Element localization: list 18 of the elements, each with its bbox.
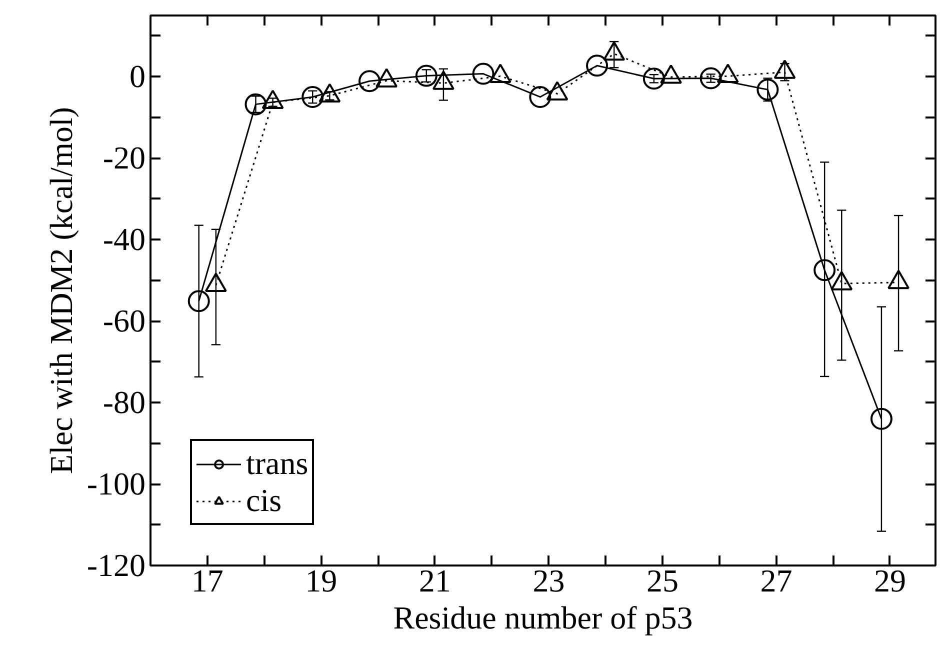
y-axis-title: Elec with MDM2 (kcal/mol) bbox=[42, 106, 79, 474]
y-tick-label: -40 bbox=[102, 221, 146, 258]
x-tick-label: 19 bbox=[305, 562, 338, 598]
y-tick-label: -20 bbox=[102, 140, 146, 176]
y-tick-label: -80 bbox=[102, 384, 146, 420]
y-tick-label: -120 bbox=[86, 547, 146, 583]
x-tick-label: 25 bbox=[646, 562, 678, 598]
y-tick-label: 0 bbox=[130, 58, 146, 94]
x-tick-label: 27 bbox=[760, 562, 792, 598]
x-tick-label: 17 bbox=[191, 562, 224, 598]
legend-label: cis bbox=[246, 482, 282, 519]
x-tick-label: 21 bbox=[418, 562, 451, 598]
legend-label: trans bbox=[246, 445, 308, 482]
x-axis-title: Residue number of p53 bbox=[393, 600, 693, 636]
y-tick-label: -100 bbox=[86, 466, 146, 502]
x-tick-label: 23 bbox=[532, 562, 565, 598]
y-tick-label: -60 bbox=[102, 302, 146, 339]
x-tick-label: 29 bbox=[874, 562, 906, 598]
